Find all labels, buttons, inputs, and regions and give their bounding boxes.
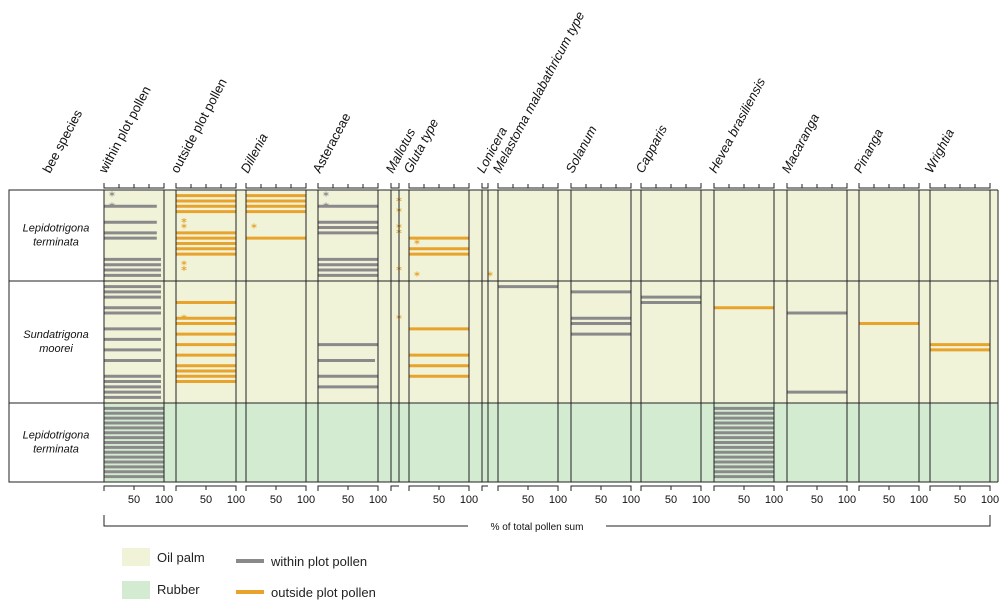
legend: Oil palm Rubber within plot pollen outsi… xyxy=(122,548,376,600)
species-label-epithet: terminata xyxy=(33,237,79,249)
land-use-band-rubber xyxy=(104,403,998,482)
column-title: Asteraceae xyxy=(309,110,353,175)
species-label-epithet: terminata xyxy=(33,444,79,456)
bottom-bracket-narrow xyxy=(390,485,399,491)
tick-label-50: 50 xyxy=(883,494,895,506)
legend-label-oil-palm: Oil palm xyxy=(157,550,205,565)
pollen-bars: ******************* xyxy=(104,190,990,479)
legend-label-within-plot: within plot pollen xyxy=(270,554,367,569)
x-axis-label: % of total pollen sum xyxy=(491,522,584,533)
column-title: Macaranga xyxy=(778,111,822,175)
tick-label-100: 100 xyxy=(227,494,245,506)
legend-label-outside-plot: outside plot pollen xyxy=(271,585,376,600)
x-axis-bracket xyxy=(103,515,991,527)
column-title: Hevea brasiliensis xyxy=(705,75,768,176)
tick-label-50: 50 xyxy=(270,494,282,506)
column-title: Solanum xyxy=(562,123,599,175)
legend-label-rubber: Rubber xyxy=(157,582,200,597)
bottom-bracket-narrow xyxy=(481,485,488,491)
presence-asterisk: * xyxy=(181,259,187,272)
grid-lines xyxy=(8,189,999,483)
species-cell xyxy=(8,189,105,282)
tick-label-50: 50 xyxy=(595,494,607,506)
presence-asterisk: * xyxy=(323,200,329,213)
species-cell xyxy=(8,402,105,483)
presence-asterisk: * xyxy=(487,269,493,282)
tick-label-100: 100 xyxy=(838,494,856,506)
tick-label-100: 100 xyxy=(622,494,640,506)
tick-label-50: 50 xyxy=(200,494,212,506)
tick-label-100: 100 xyxy=(765,494,783,506)
legend-swatch-oil-palm xyxy=(122,548,150,566)
tick-label-100: 100 xyxy=(981,494,999,506)
presence-asterisk: * xyxy=(323,190,329,203)
tick-label-100: 100 xyxy=(297,494,315,506)
species-cell xyxy=(8,280,105,404)
tick-label-50: 50 xyxy=(342,494,354,506)
species-label-genus: Lepidotrigona xyxy=(23,223,90,235)
species-label-genus: Sundatrigona xyxy=(23,329,88,341)
tick-label-100: 100 xyxy=(369,494,387,506)
tick-label-100: 100 xyxy=(549,494,567,506)
tick-label-50: 50 xyxy=(665,494,677,506)
presence-asterisk: * xyxy=(414,237,420,250)
tick-label-50: 50 xyxy=(128,494,140,506)
land-use-band-oil_palm xyxy=(104,190,998,281)
tick-label-50: 50 xyxy=(954,494,966,506)
top-bracket xyxy=(390,183,400,189)
column-title: within plot pollen xyxy=(95,83,154,176)
presence-asterisk: * xyxy=(109,190,115,203)
x-axis: 50 100 50 100 50 100 50 100 50 100 50 100 50 100 50 100… xyxy=(103,183,999,533)
column-title: Wrightia xyxy=(921,126,957,175)
presence-asterisk: * xyxy=(109,200,115,213)
species-label-epithet: moorei xyxy=(39,343,73,355)
tick-label-50: 50 xyxy=(522,494,534,506)
tick-label-50: 50 xyxy=(433,494,445,506)
presence-asterisk: * xyxy=(181,222,187,235)
land-use-band-oil_palm xyxy=(104,281,998,403)
column-title: outside plot pollen xyxy=(167,76,229,176)
tick-label-50: 50 xyxy=(811,494,823,506)
column-title: Pinanga xyxy=(850,126,886,175)
tick-label-100: 100 xyxy=(910,494,928,506)
legend-swatch-rubber xyxy=(122,581,150,599)
tick-label-100: 100 xyxy=(155,494,173,506)
presence-asterisk: * xyxy=(181,216,187,229)
column-title: bee species xyxy=(39,107,85,176)
presence-asterisk: * xyxy=(251,222,257,235)
tick-label-50: 50 xyxy=(738,494,750,506)
land-use-backgrounds xyxy=(8,189,998,483)
presence-asterisk: * xyxy=(181,264,187,277)
tick-label-100: 100 xyxy=(692,494,710,506)
tick-label-100: 100 xyxy=(460,494,478,506)
column-title: Dillenia xyxy=(237,131,270,176)
top-bracket xyxy=(481,183,489,189)
column-title: Capparis xyxy=(632,122,670,175)
species-label-genus: Lepidotrigona xyxy=(23,430,90,442)
presence-asterisk: * xyxy=(181,312,187,325)
presence-asterisk: * xyxy=(414,269,420,282)
